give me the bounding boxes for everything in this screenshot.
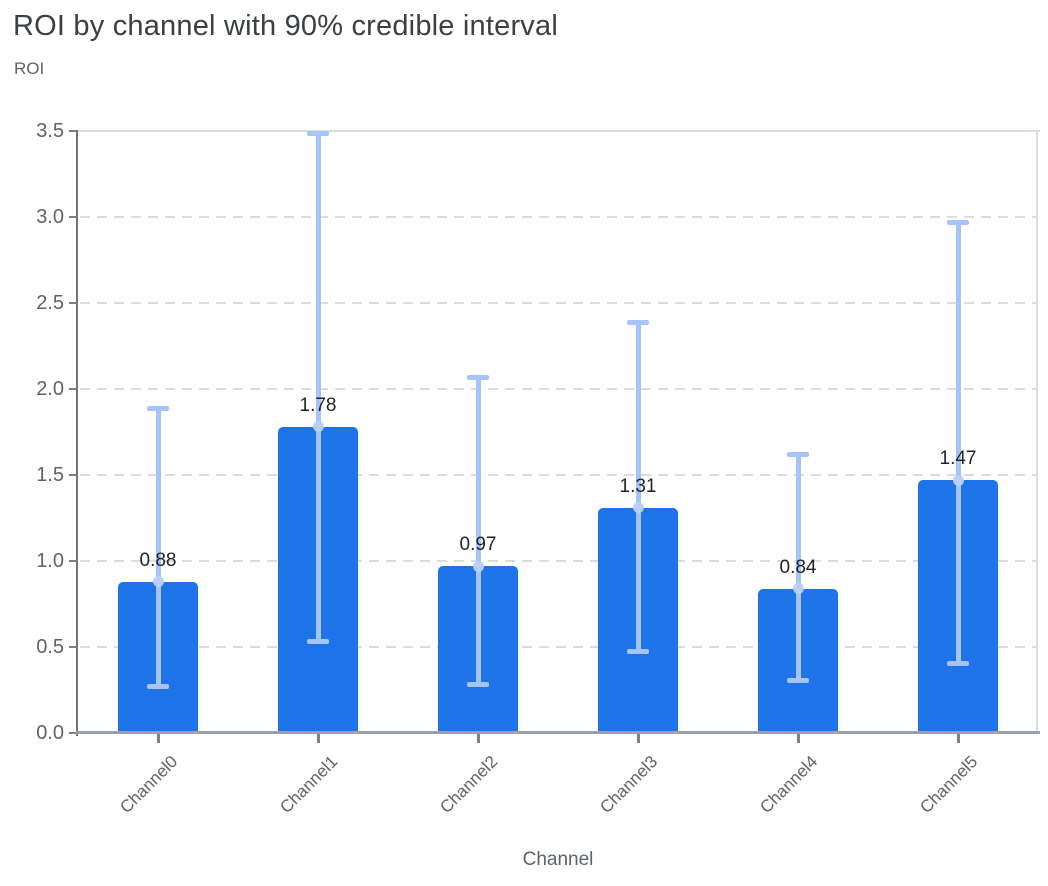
y-tick-mark: [69, 732, 78, 734]
gridline: [80, 216, 1036, 218]
error-bar-mean-marker: [472, 560, 484, 572]
error-bar-cap-bottom: [627, 649, 649, 655]
error-bar-cap-top: [147, 405, 169, 411]
error-bar-line: [795, 454, 801, 682]
y-tick-mark: [69, 646, 78, 648]
x-tick-label: Channel1: [276, 752, 342, 817]
x-axis-title: Channel: [522, 849, 594, 870]
error-bar-cap-top: [947, 220, 969, 226]
y-tick-mark: [69, 216, 78, 218]
bar-value-label: 0.84: [779, 556, 817, 578]
error-bar-mean-marker: [792, 583, 804, 595]
error-bar-mean-marker: [312, 421, 324, 433]
y-axis-title: ROI: [14, 59, 45, 78]
x-axis-line: [76, 731, 1040, 734]
error-bar-cap-top: [307, 130, 329, 136]
chart-title: ROI by channel with 90% credible interva…: [13, 10, 558, 42]
x-tick-label: Channel5: [916, 752, 982, 817]
y-tick-mark: [69, 130, 78, 132]
x-tick-label: Channel3: [596, 752, 662, 817]
error-bar-line: [955, 222, 961, 665]
x-tick-mark: [636, 734, 640, 743]
y-tick-label: 0.5: [36, 636, 64, 658]
x-tick-mark: [156, 734, 160, 743]
gridline: [80, 646, 1036, 648]
error-bar-mean-marker: [952, 474, 964, 486]
error-bar-cap-top: [627, 319, 649, 325]
error-bar-mean-marker: [632, 502, 644, 514]
y-axis-line: [76, 130, 78, 736]
plot-border-top: [78, 130, 1040, 132]
error-bar-line: [155, 407, 161, 687]
y-tick-mark: [69, 388, 78, 390]
x-tick-mark: [956, 734, 960, 743]
x-tick-mark: [316, 734, 320, 743]
y-tick-label: 2.0: [36, 378, 64, 400]
x-tick-mark: [796, 734, 800, 743]
plot-border-right: [1036, 131, 1038, 733]
y-tick-label: 1.0: [36, 550, 64, 572]
bar-value-label: 1.47: [939, 448, 977, 470]
x-tick-mark: [476, 734, 480, 743]
bar-value-label: 0.88: [139, 549, 177, 571]
y-tick-mark: [69, 560, 78, 562]
y-tick-label: 1.5: [36, 464, 64, 486]
bar-value-label: 0.97: [459, 534, 497, 556]
error-bar-line: [315, 132, 321, 642]
error-bar-cap-bottom: [307, 638, 329, 644]
error-bar-cap-bottom: [947, 661, 969, 667]
error-bar-cap-bottom: [787, 678, 809, 684]
y-tick-label: 0.0: [36, 722, 64, 744]
x-tick-label: Channel2: [436, 752, 502, 817]
gridline: [80, 474, 1036, 476]
error-bar-cap-top: [787, 452, 809, 458]
y-tick-label: 3.0: [36, 206, 64, 228]
gridline: [80, 302, 1036, 304]
bar-value-label: 1.31: [619, 475, 657, 497]
error-bar-line: [475, 376, 481, 685]
y-tick-label: 3.5: [36, 120, 64, 142]
gridline: [80, 560, 1036, 562]
gridline: [80, 388, 1036, 390]
y-tick-mark: [69, 474, 78, 476]
y-tick-mark: [69, 302, 78, 304]
error-bar-cap-bottom: [147, 683, 169, 689]
x-tick-label: Channel4: [756, 752, 822, 817]
x-tick-label: Channel0: [116, 752, 182, 817]
error-bar-line: [635, 321, 641, 653]
error-bar-cap-top: [467, 374, 489, 380]
y-tick-label: 2.5: [36, 292, 64, 314]
error-bar-cap-bottom: [467, 681, 489, 687]
error-bar-mean-marker: [152, 576, 164, 588]
bar-value-label: 1.78: [299, 394, 337, 416]
